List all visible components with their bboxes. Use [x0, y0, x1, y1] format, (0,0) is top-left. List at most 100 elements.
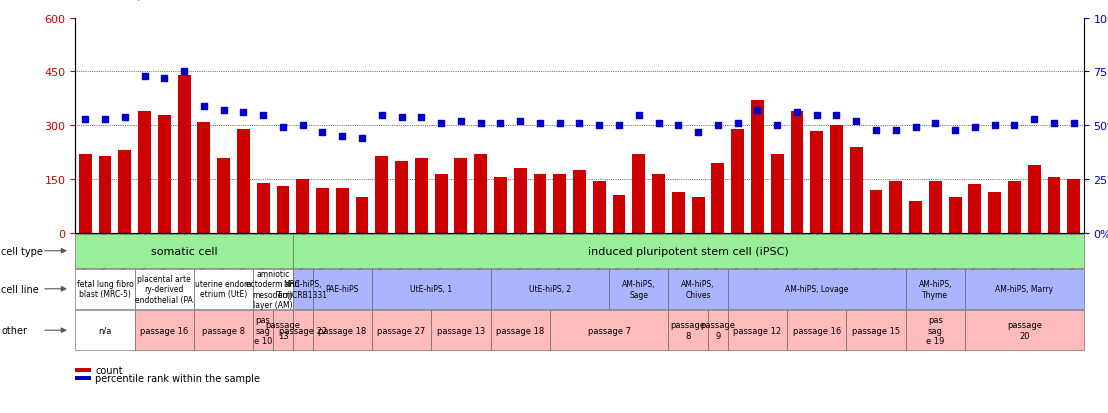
- Point: [886, 127, 904, 133]
- Point: [1045, 121, 1063, 127]
- Text: passage 18: passage 18: [496, 326, 544, 335]
- Bar: [1047, 178, 1060, 233]
- Point: [689, 129, 707, 136]
- Bar: [890, 181, 902, 233]
- Bar: [257, 183, 269, 233]
- Point: [531, 121, 548, 127]
- Point: [946, 127, 964, 133]
- Bar: [316, 189, 329, 233]
- Bar: [494, 178, 506, 233]
- Bar: [573, 171, 586, 233]
- Text: passage
20: passage 20: [1007, 321, 1042, 340]
- Text: passage 22: passage 22: [278, 326, 327, 335]
- Point: [215, 108, 233, 114]
- Bar: [79, 154, 92, 233]
- Text: passage 16: passage 16: [792, 326, 841, 335]
- Text: percentile rank within the sample: percentile rank within the sample: [95, 373, 260, 383]
- Bar: [830, 126, 843, 233]
- Bar: [534, 174, 546, 233]
- Bar: [593, 181, 606, 233]
- Point: [235, 110, 253, 116]
- Bar: [553, 174, 566, 233]
- Text: fetal lung fibro
blast (MRC-5): fetal lung fibro blast (MRC-5): [76, 280, 133, 299]
- Point: [412, 114, 430, 121]
- Bar: [929, 181, 942, 233]
- Text: pas
sag
e 10: pas sag e 10: [254, 316, 273, 345]
- Bar: [414, 158, 428, 233]
- Bar: [1067, 180, 1080, 233]
- Bar: [237, 130, 249, 233]
- Bar: [968, 185, 982, 233]
- Text: AM-hiPS, Marry: AM-hiPS, Marry: [995, 285, 1054, 294]
- Text: passage 16: passage 16: [141, 326, 188, 335]
- Bar: [810, 131, 823, 233]
- Point: [906, 125, 924, 131]
- Point: [1006, 123, 1024, 129]
- Bar: [910, 201, 922, 233]
- Bar: [1028, 165, 1040, 233]
- Text: passage 15: passage 15: [852, 326, 900, 335]
- Bar: [99, 157, 112, 233]
- Bar: [376, 157, 388, 233]
- Point: [314, 129, 331, 136]
- Bar: [870, 190, 882, 233]
- Text: AM-hiPS, Lovage: AM-hiPS, Lovage: [786, 285, 849, 294]
- Text: AM-hiPS,
Sage: AM-hiPS, Sage: [622, 280, 656, 299]
- Text: amniotic
ectoderm and
mesoderm
layer (AM): amniotic ectoderm and mesoderm layer (AM…: [246, 269, 300, 309]
- Bar: [1008, 181, 1020, 233]
- Text: passage 8: passage 8: [202, 326, 245, 335]
- Point: [630, 112, 648, 119]
- Point: [611, 123, 628, 129]
- Bar: [613, 196, 625, 233]
- Text: passage
8: passage 8: [670, 321, 706, 340]
- Point: [788, 110, 806, 116]
- Text: somatic cell: somatic cell: [151, 246, 217, 256]
- Text: passage 12: passage 12: [733, 326, 781, 335]
- Point: [452, 119, 470, 125]
- Point: [96, 116, 114, 123]
- Text: UtE-hiPS, 2: UtE-hiPS, 2: [529, 285, 571, 294]
- Text: AM-hiPS,
Thyme: AM-hiPS, Thyme: [919, 280, 952, 299]
- Text: passage 13: passage 13: [437, 326, 485, 335]
- Bar: [948, 197, 962, 233]
- Text: cell line: cell line: [1, 284, 39, 294]
- Bar: [633, 154, 645, 233]
- Text: uterine endom
etrium (UtE): uterine endom etrium (UtE): [195, 280, 252, 299]
- Point: [76, 116, 94, 123]
- Point: [175, 69, 193, 76]
- Text: count: count: [95, 366, 123, 375]
- Bar: [514, 169, 526, 233]
- Point: [986, 123, 1004, 129]
- Point: [749, 108, 767, 114]
- Bar: [751, 101, 763, 233]
- Bar: [119, 151, 131, 233]
- Point: [472, 121, 490, 127]
- Point: [729, 121, 747, 127]
- Bar: [671, 192, 685, 233]
- Text: MRC-hiPS,
Tic(JCRB1331: MRC-hiPS, Tic(JCRB1331: [277, 280, 328, 299]
- Bar: [177, 76, 191, 233]
- Text: GDS3842 / 43507: GDS3842 / 43507: [75, 0, 186, 1]
- Text: cell type: cell type: [1, 246, 43, 256]
- Bar: [988, 192, 1002, 233]
- Bar: [217, 158, 230, 233]
- Point: [155, 76, 173, 82]
- Point: [255, 112, 273, 119]
- Point: [848, 119, 865, 125]
- Text: passage 27: passage 27: [378, 326, 425, 335]
- Bar: [691, 197, 705, 233]
- Point: [1065, 121, 1083, 127]
- Text: passage 18: passage 18: [318, 326, 367, 335]
- Point: [274, 125, 291, 131]
- Point: [116, 114, 134, 121]
- Bar: [653, 174, 665, 233]
- Bar: [454, 158, 468, 233]
- Text: passage
13: passage 13: [266, 321, 300, 340]
- Bar: [850, 147, 863, 233]
- Bar: [356, 197, 369, 233]
- Text: placental arte
ry-derived
endothelial (PA: placental arte ry-derived endothelial (P…: [135, 274, 193, 304]
- Bar: [157, 115, 171, 233]
- Point: [551, 121, 568, 127]
- Point: [392, 114, 410, 121]
- Point: [808, 112, 825, 119]
